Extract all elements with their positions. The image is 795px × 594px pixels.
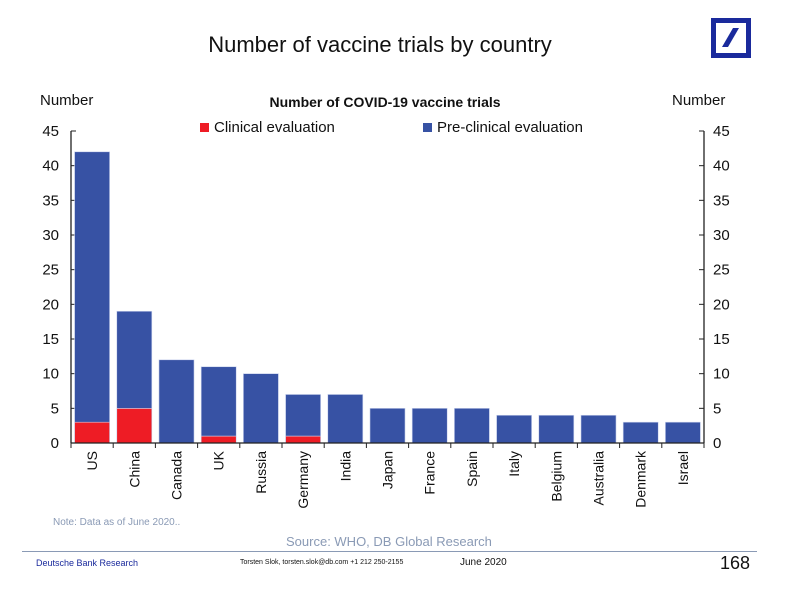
bar-clinical-us	[74, 421, 110, 444]
bar-clinical-germany	[285, 435, 321, 444]
y-tick-label-right: 15	[713, 331, 730, 348]
x-tick-label: Australia	[591, 451, 607, 506]
bar-preclinical-spain	[454, 408, 490, 444]
bar-preclinical-japan	[369, 408, 406, 444]
bar-preclinical-china	[116, 310, 153, 409]
bar-preclinical-germany	[285, 394, 321, 437]
y-tick-label-left: 15	[42, 331, 59, 348]
page-number: 168	[720, 553, 751, 573]
bar-preclinical-denmark	[622, 421, 659, 444]
bar-preclinical-canada	[158, 359, 195, 444]
y-tick-label-right: 35	[713, 192, 730, 209]
y-tick-label-right: 0	[713, 435, 721, 452]
y-tick-label-left: 20	[42, 296, 59, 313]
y-tick-label-right: 20	[713, 296, 730, 313]
x-tick-label: UK	[211, 450, 227, 470]
bar-preclinical-uk	[200, 366, 237, 437]
legend-label-clinical: Clinical evaluation	[214, 119, 335, 136]
x-tick-label: France	[422, 451, 438, 495]
x-tick-label: US	[84, 451, 100, 470]
y-tick-label-left: 35	[42, 192, 59, 209]
legend-swatch-clinical	[200, 123, 209, 132]
bar-preclinical-france	[411, 408, 448, 444]
deutsche-bank-logo-icon	[711, 18, 751, 58]
note-text: Note: Data as of June 2020..	[53, 517, 181, 528]
x-tick-label: Canada	[169, 451, 185, 500]
x-tick-label: Belgium	[548, 451, 564, 502]
bar-preclinical-russia	[243, 373, 279, 444]
footer-date: June 2020	[460, 557, 507, 568]
y-tick-label-left: 45	[42, 123, 59, 140]
page-title: Number of vaccine trials by country	[208, 32, 552, 57]
y-tick-label-right: 5	[713, 400, 721, 417]
y-tick-label-right: 45	[713, 123, 730, 140]
bar-preclinical-italy	[496, 414, 532, 444]
chart-title: Number of COVID-19 vaccine trials	[269, 94, 501, 110]
x-tick-label: Russia	[253, 451, 269, 494]
x-tick-label: Israel	[675, 451, 691, 485]
y-tick-label-left: 0	[51, 435, 59, 452]
legend-label-preclinical: Pre-clinical evaluation	[437, 119, 583, 136]
bar-preclinical-india	[327, 394, 364, 444]
x-tick-label: China	[126, 451, 142, 488]
bar-preclinical-israel	[665, 421, 701, 444]
y-axis-label-left: Number	[40, 92, 94, 109]
y-tick-label-right: 40	[713, 158, 730, 175]
footer-org: Deutsche Bank Research	[36, 558, 139, 568]
bar-clinical-china	[116, 408, 153, 444]
legend-item-clinical: Clinical evaluation	[200, 119, 335, 136]
bar-preclinical-australia	[580, 414, 617, 444]
y-tick-label-right: 10	[713, 366, 730, 383]
y-tick-label-left: 10	[42, 366, 59, 383]
x-tick-label: Germany	[295, 451, 311, 509]
y-tick-label-left: 25	[42, 262, 59, 279]
legend-swatch-preclinical	[423, 123, 432, 132]
footer-contact: Torsten Slok, torsten.slok@db.com +1 212…	[240, 559, 404, 566]
y-axis-label-right: Number	[672, 92, 726, 109]
x-tick-label: Spain	[464, 451, 480, 487]
bar-preclinical-belgium	[538, 414, 575, 444]
y-tick-label-right: 30	[713, 227, 730, 244]
bar-preclinical-us	[74, 151, 110, 423]
source-text: Source: WHO, DB Global Research	[286, 534, 492, 549]
x-tick-label: Denmark	[633, 450, 649, 508]
x-tick-label: India	[337, 451, 353, 482]
x-tick-label: Italy	[506, 451, 522, 477]
y-tick-label-left: 30	[42, 227, 59, 244]
y-tick-label-right: 25	[713, 262, 730, 279]
bar-clinical-uk	[200, 435, 237, 444]
y-tick-label-left: 5	[51, 400, 59, 417]
x-tick-label: Japan	[380, 451, 396, 489]
footer-divider	[22, 551, 757, 552]
legend-item-preclinical: Pre-clinical evaluation	[423, 119, 583, 136]
y-tick-label-left: 40	[42, 158, 59, 175]
